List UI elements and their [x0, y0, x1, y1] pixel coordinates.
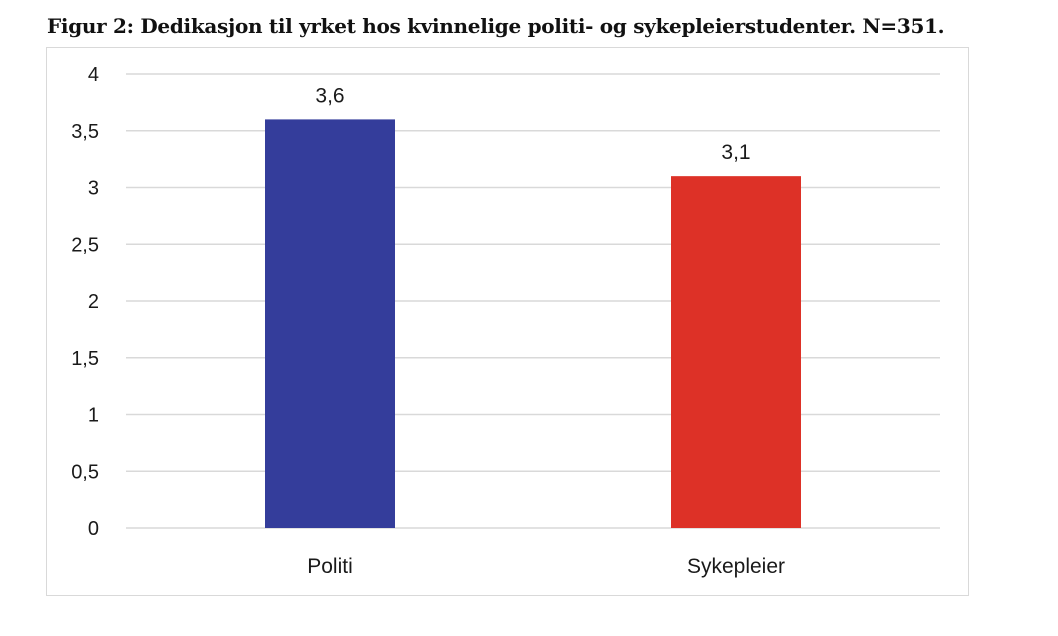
chart-area [46, 47, 969, 596]
value-labels: 3,6 3,1 [315, 84, 750, 164]
category-label: Politi [307, 555, 353, 578]
value-label: 3,6 [315, 84, 344, 107]
y-tick-label: 4 [88, 64, 99, 86]
y-tick-label: 1 [88, 405, 99, 427]
y-tick-label: 2 [88, 291, 99, 313]
bar-sykepleier [671, 176, 801, 528]
y-tick-label: 3,5 [71, 121, 99, 143]
bar-politi [265, 119, 395, 529]
category-labels: Politi Sykepleier [307, 555, 785, 578]
value-label: 3,1 [721, 141, 750, 164]
figure-title: Figur 2: Dedikasjon til yrket hos kvinne… [47, 14, 945, 38]
category-label: Sykepleier [687, 555, 785, 578]
bars [265, 119, 801, 529]
y-tick-label: 3 [88, 178, 99, 200]
y-tick-label: 0,5 [71, 461, 99, 483]
y-tick-label: 1,5 [71, 348, 99, 370]
y-tick-label: 2,5 [71, 234, 99, 256]
gridlines [126, 73, 940, 529]
y-tick-label: 0 [88, 518, 99, 540]
y-axis-ticks: 0 0,5 1 1,5 2 2,5 3 3,5 4 [71, 64, 99, 540]
